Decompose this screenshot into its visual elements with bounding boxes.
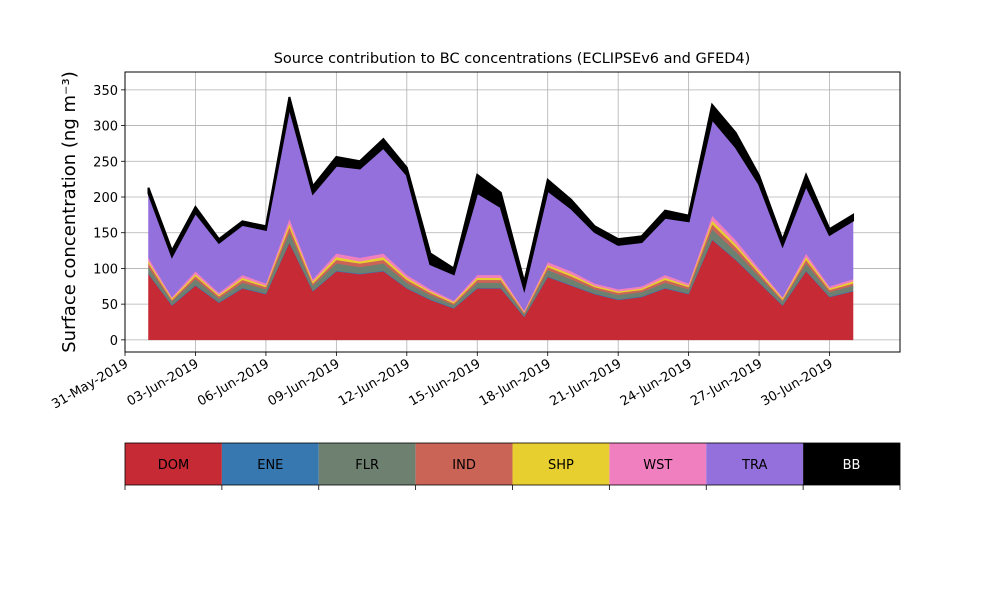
legend-swatch bbox=[415, 443, 513, 485]
x-tick-label: 21-Jun-2019 bbox=[547, 356, 624, 409]
legend-swatch bbox=[125, 443, 222, 485]
legend-swatch bbox=[512, 443, 610, 485]
y-axis-label: Surface concentration (ng m⁻³) bbox=[59, 71, 80, 353]
x-tick-label: 27-Jun-2019 bbox=[688, 356, 765, 409]
x-tick-label: 12-Jun-2019 bbox=[336, 356, 413, 409]
legend-swatch bbox=[609, 443, 707, 485]
legend-label: BB bbox=[843, 458, 861, 473]
y-tick-label: 50 bbox=[101, 298, 118, 313]
x-tick-label: 03-Jun-2019 bbox=[125, 356, 202, 409]
x-tick-label: 15-Jun-2019 bbox=[406, 356, 483, 409]
legend-label: FLR bbox=[355, 458, 379, 473]
legend-swatch bbox=[803, 443, 900, 485]
legend-swatch bbox=[318, 443, 416, 485]
legend-label: TRA bbox=[741, 458, 767, 473]
legend-label: IND bbox=[452, 458, 476, 473]
y-tick-label: 150 bbox=[93, 227, 118, 242]
legend-label: WST bbox=[643, 458, 672, 473]
legend-swatch bbox=[706, 443, 804, 485]
area-bb bbox=[147, 96, 855, 294]
legend-label: SHP bbox=[548, 458, 574, 473]
y-tick-label: 200 bbox=[93, 191, 118, 206]
y-tick-label: 250 bbox=[93, 155, 118, 170]
chart-title: Source contribution to BC concentrations… bbox=[274, 51, 751, 67]
x-tick-label: 18-Jun-2019 bbox=[477, 356, 554, 409]
legend-swatch bbox=[221, 443, 319, 485]
legend-label: ENE bbox=[257, 458, 283, 473]
x-tick-label: 06-Jun-2019 bbox=[195, 356, 272, 409]
y-tick-label: 100 bbox=[93, 262, 118, 277]
y-tick-label: 350 bbox=[93, 84, 118, 99]
x-tick-label: 24-Jun-2019 bbox=[618, 356, 695, 409]
y-tick-label: 300 bbox=[93, 120, 118, 135]
x-tick-label: 31-May-2019 bbox=[49, 356, 131, 412]
x-tick-label: 09-Jun-2019 bbox=[266, 356, 343, 409]
y-tick-label: 0 bbox=[110, 334, 118, 349]
legend-label: DOM bbox=[158, 458, 189, 473]
plot-frame bbox=[124, 71, 901, 353]
x-tick-label: 30-Jun-2019 bbox=[759, 356, 836, 409]
